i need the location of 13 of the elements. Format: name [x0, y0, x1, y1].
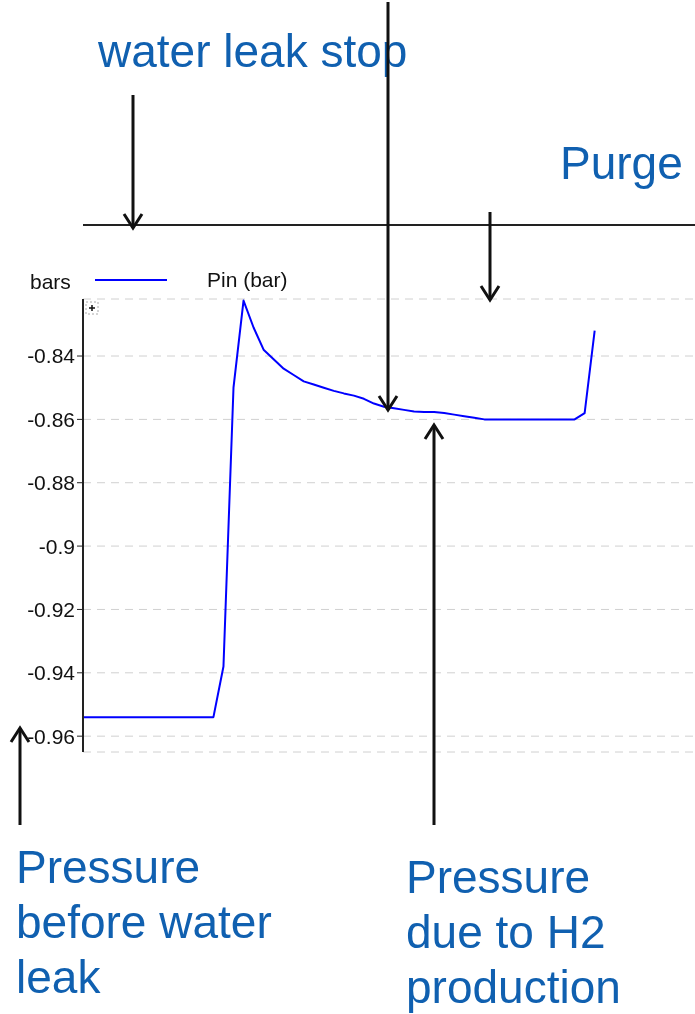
y-tick-label: -0.86 [27, 407, 75, 431]
text: Pressure before water leak [16, 840, 273, 1005]
y-tick-label: -0.92 [27, 597, 75, 621]
y-tick-label: -0.88 [27, 471, 75, 495]
line-series [83, 299, 596, 719]
y-axis-title: bars [30, 270, 71, 294]
text: Pressure due to H2 production [406, 850, 622, 1014]
y-tick-label: -0.96 [27, 724, 75, 748]
y-tick-label: -0.9 [38, 534, 75, 558]
y-tick-label: -0.94 [27, 661, 76, 685]
text: Purge [560, 136, 684, 191]
y-tick-label: -0.84 [27, 344, 76, 368]
legend-label: Pin (bar) [207, 268, 288, 292]
